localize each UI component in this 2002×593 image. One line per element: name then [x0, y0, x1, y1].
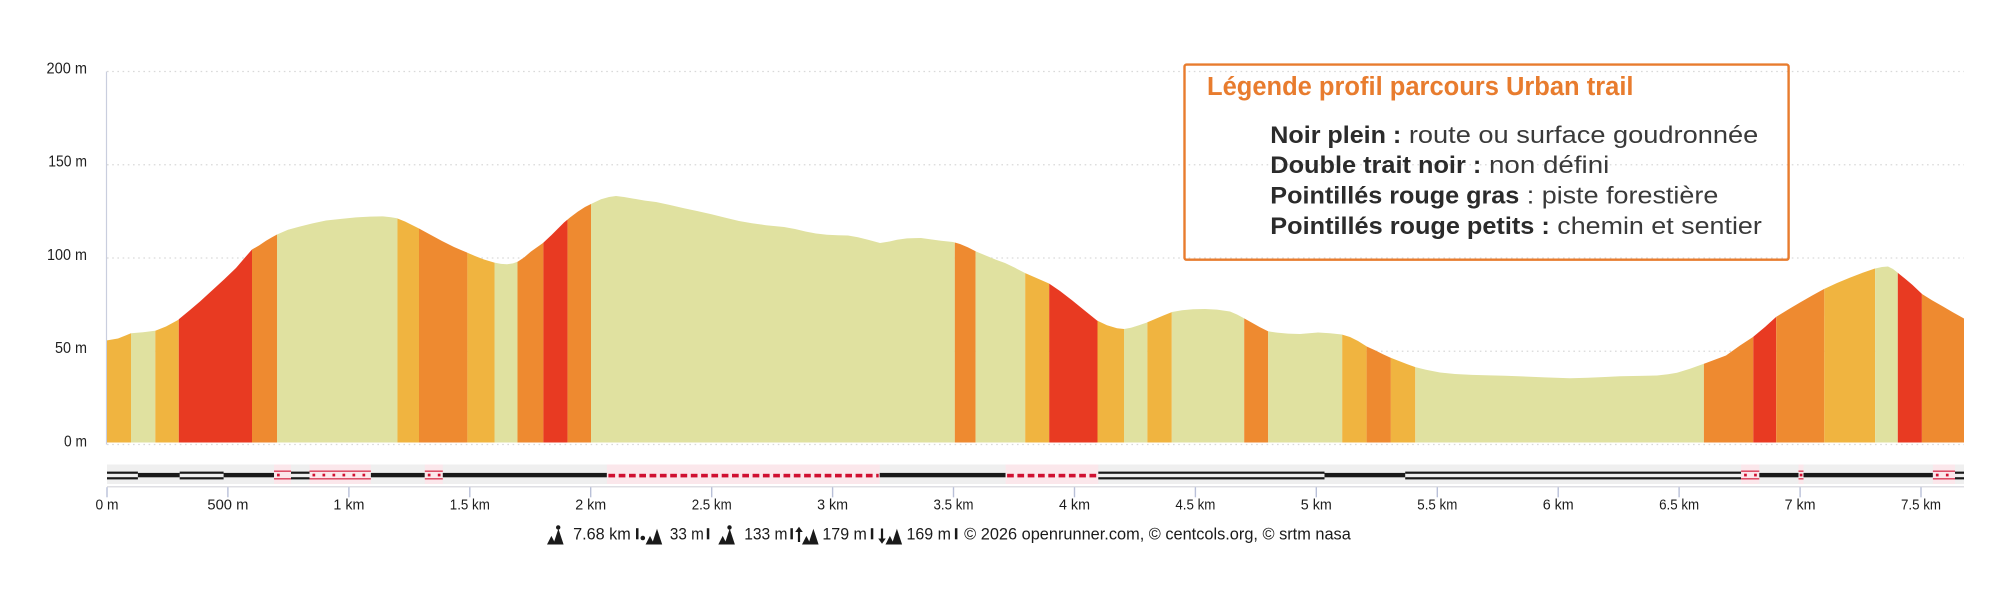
svg-text:5.5 km: 5.5 km	[1417, 498, 1457, 514]
svg-text:169 m: 169 m	[907, 526, 952, 544]
svg-text:6 km: 6 km	[1543, 498, 1574, 514]
svg-text:150 m: 150 m	[48, 154, 87, 171]
svg-text:5 km: 5 km	[1301, 498, 1332, 514]
svg-text:500 m: 500 m	[207, 498, 248, 514]
svg-text:0 m: 0 m	[64, 433, 87, 450]
svg-text:Noir plein : route ou surface: Noir plein : route ou surface goudronnée	[1270, 122, 1758, 149]
svg-text:50 m: 50 m	[55, 340, 87, 357]
svg-text:4.5 km: 4.5 km	[1175, 498, 1215, 514]
svg-text:33 m: 33 m	[670, 526, 704, 544]
svg-text:7 km: 7 km	[1785, 498, 1816, 514]
svg-text:Double trait noir : non défini: Double trait noir : non défini	[1270, 152, 1609, 179]
svg-text:2 km: 2 km	[575, 498, 606, 514]
svg-text:3.5 km: 3.5 km	[934, 498, 974, 514]
svg-text:179 m: 179 m	[822, 526, 867, 544]
svg-text:2.5 km: 2.5 km	[692, 498, 732, 514]
svg-text:100 m: 100 m	[47, 247, 87, 264]
svg-text:© 2026 openrunner.com, © centc: © 2026 openrunner.com, © centcols.org, ©…	[964, 526, 1351, 544]
svg-text:3 km: 3 km	[817, 498, 848, 514]
svg-text:1 km: 1 km	[333, 498, 364, 514]
svg-text:4 km: 4 km	[1059, 498, 1090, 514]
svg-text:200 m: 200 m	[47, 60, 88, 77]
svg-text:Légende profil parcours Urban: Légende profil parcours Urban trail	[1207, 73, 1634, 101]
svg-text:7.68 km: 7.68 km	[573, 526, 631, 544]
svg-text:Pointillés rouge petits : chem: Pointillés rouge petits : chemin et sent…	[1270, 213, 1762, 240]
svg-text:Pointillés rouge gras : piste: Pointillés rouge gras : piste forestière	[1270, 183, 1718, 210]
svg-text:133 m: 133 m	[744, 526, 787, 544]
svg-text:1.5 km: 1.5 km	[450, 498, 490, 514]
svg-text:0 m: 0 m	[96, 498, 119, 514]
svg-text:7.5 km: 7.5 km	[1901, 498, 1941, 514]
svg-text:6.5 km: 6.5 km	[1659, 498, 1699, 514]
